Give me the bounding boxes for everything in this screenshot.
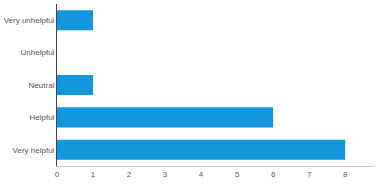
svg-text:3: 3 [163,170,168,179]
svg-text:Unhelpful: Unhelpful [21,48,55,57]
svg-text:8: 8 [343,170,348,179]
svg-text:Very unhelpful: Very unhelpful [4,16,55,25]
svg-text:2: 2 [127,170,132,179]
svg-text:5: 5 [235,170,240,179]
svg-text:4: 4 [199,170,204,179]
svg-text:Helpful: Helpful [29,113,54,122]
svg-text:Very helpful: Very helpful [13,146,55,155]
svg-text:1: 1 [91,170,96,179]
svg-text:6: 6 [271,170,276,179]
svg-text:0: 0 [55,170,60,179]
svg-text:Neutral: Neutral [29,81,55,90]
svg-text:7: 7 [307,170,312,179]
